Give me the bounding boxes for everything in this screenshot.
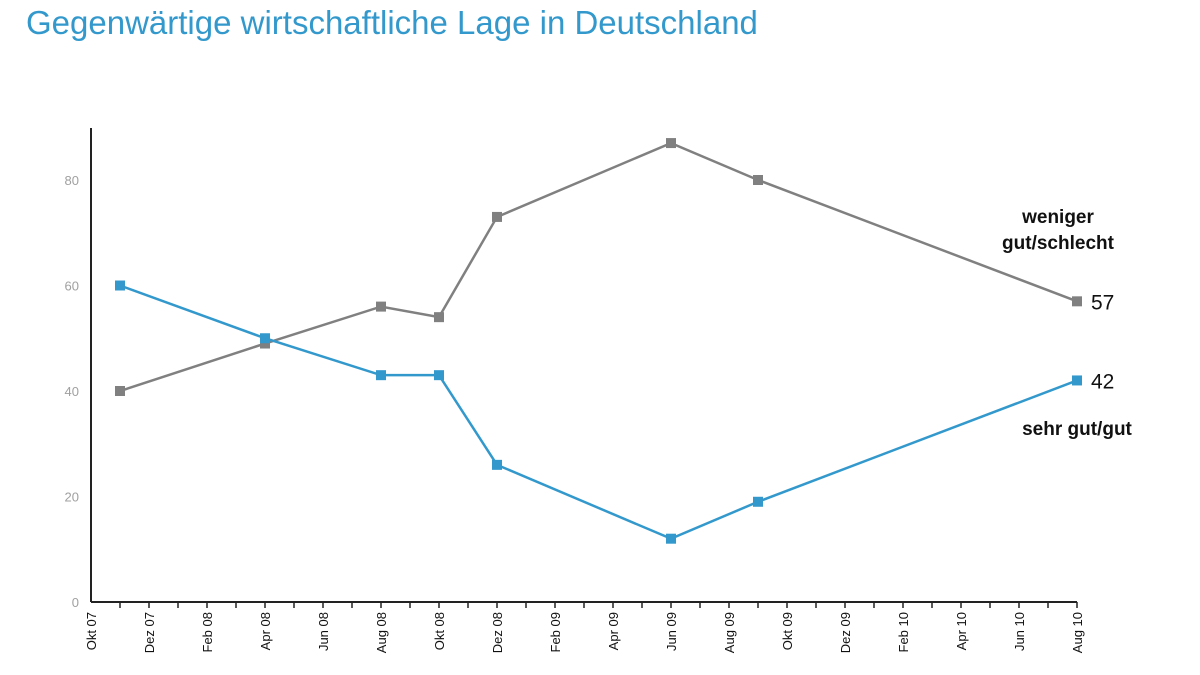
data-point	[260, 333, 270, 344]
data-point	[492, 211, 502, 222]
x-tick-label: Aug 10	[1070, 612, 1085, 653]
x-tick-label: Feb 09	[548, 612, 563, 652]
x-tick-label: Jun 09	[664, 612, 679, 651]
data-point	[115, 386, 125, 396]
x-tick-label: Okt 07	[84, 612, 99, 650]
x-tick-label: Feb 08	[200, 612, 215, 652]
x-tick-label: Okt 08	[432, 612, 447, 650]
data-point	[376, 370, 386, 381]
data-point	[115, 280, 125, 291]
x-tick-label: Jun 10	[1012, 612, 1027, 651]
x-tick-label: Apr 09	[606, 612, 621, 650]
y-tick-label: 80	[65, 173, 79, 188]
data-point	[1072, 375, 1082, 386]
series-label: weniger	[1021, 207, 1094, 228]
x-tick-label: Apr 10	[954, 612, 969, 650]
x-tick-label: Aug 09	[722, 612, 737, 653]
data-point	[492, 459, 502, 470]
x-tick-label: Feb 10	[896, 612, 911, 652]
series-line	[119, 284, 1078, 541]
x-tick-label: Dez 08	[490, 612, 505, 653]
data-point	[666, 138, 676, 149]
x-tick-label: Dez 09	[838, 612, 853, 653]
y-tick-label: 20	[65, 490, 79, 505]
x-tick-label: Dez 07	[142, 612, 157, 653]
data-point	[434, 370, 444, 381]
x-tick-label: Apr 08	[258, 612, 273, 650]
y-tick-label: 60	[65, 279, 79, 294]
data-point	[1072, 296, 1082, 307]
x-tick-label: Aug 08	[374, 612, 389, 653]
x-tick-label: Okt 09	[780, 612, 795, 650]
data-point	[666, 533, 676, 544]
x-tick-label: Jun 08	[316, 612, 331, 651]
data-point	[260, 338, 270, 349]
end-value-label: 57	[1091, 291, 1114, 314]
data-point	[376, 301, 386, 312]
end-value-label: 42	[1091, 370, 1114, 393]
data-point	[434, 312, 444, 323]
chart-title: Gegenwärtige wirtschaftliche Lage in Deu…	[26, 4, 758, 41]
series-label: sehr gut/gut	[1022, 419, 1132, 440]
y-tick-label: 40	[65, 384, 79, 399]
data-point	[753, 175, 763, 185]
data-point	[753, 496, 763, 507]
y-tick-label: 0	[72, 595, 79, 610]
series-label: gut/schlecht	[1002, 233, 1115, 254]
series-line	[119, 141, 1078, 393]
